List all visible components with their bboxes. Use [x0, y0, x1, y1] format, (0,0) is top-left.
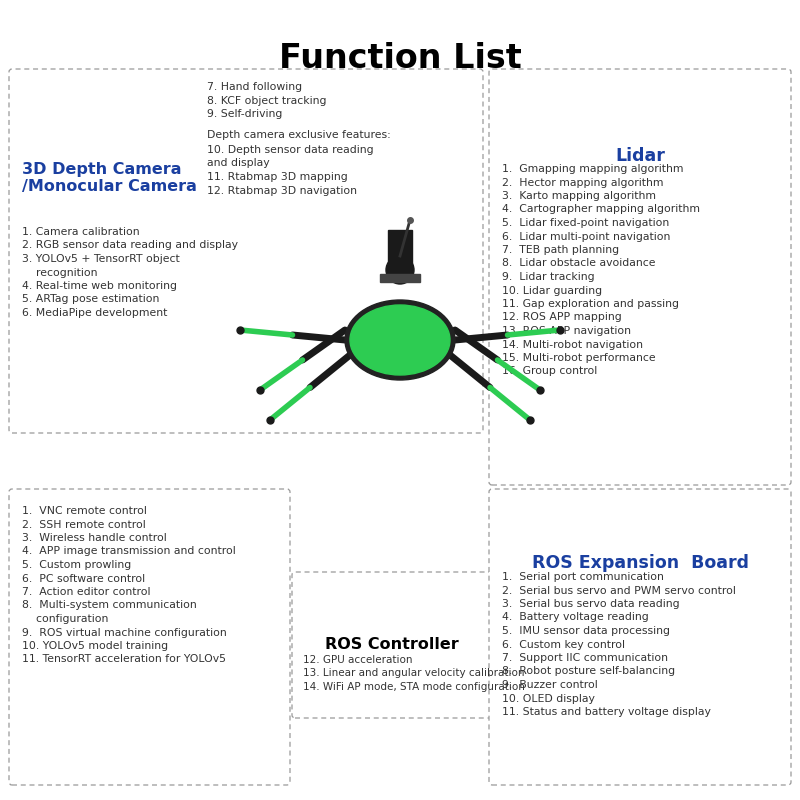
Text: configuration: configuration: [22, 614, 108, 624]
Text: 7. Hand following: 7. Hand following: [207, 82, 302, 92]
Text: 6.  Custom key control: 6. Custom key control: [502, 639, 625, 650]
Text: 4.  Battery voltage reading: 4. Battery voltage reading: [502, 613, 649, 622]
Text: 9.  ROS virtual machine configuration: 9. ROS virtual machine configuration: [22, 627, 226, 638]
Text: 7.  Action editor control: 7. Action editor control: [22, 587, 150, 597]
Text: 8. KCF object tracking: 8. KCF object tracking: [207, 95, 326, 106]
Bar: [388, 230, 412, 280]
Text: 9. Self-driving: 9. Self-driving: [207, 109, 282, 119]
FancyBboxPatch shape: [292, 572, 493, 718]
Text: 9.  Lidar tracking: 9. Lidar tracking: [502, 272, 594, 282]
Text: 5.  Lidar fixed-point navigation: 5. Lidar fixed-point navigation: [502, 218, 670, 228]
Text: 14. WiFi AP mode, STA mode configuration: 14. WiFi AP mode, STA mode configuration: [303, 682, 525, 692]
Text: 3. YOLOv5 + TensorRT object: 3. YOLOv5 + TensorRT object: [22, 254, 180, 264]
Text: 10. OLED display: 10. OLED display: [502, 694, 595, 703]
Text: 4.  APP image transmission and control: 4. APP image transmission and control: [22, 546, 236, 557]
FancyBboxPatch shape: [489, 69, 791, 485]
FancyBboxPatch shape: [9, 489, 290, 785]
Text: 14. Multi-robot navigation: 14. Multi-robot navigation: [502, 339, 643, 350]
Text: 12. ROS APP mapping: 12. ROS APP mapping: [502, 313, 622, 322]
Text: 5.  IMU sensor data processing: 5. IMU sensor data processing: [502, 626, 670, 636]
Text: 4. Real-time web monitoring: 4. Real-time web monitoring: [22, 281, 177, 291]
Text: 1. Camera calibration: 1. Camera calibration: [22, 227, 140, 237]
Bar: [160, 150, 640, 490]
Text: 12. GPU acceleration: 12. GPU acceleration: [303, 655, 413, 665]
Text: 11. TensorRT acceleration for YOLOv5: 11. TensorRT acceleration for YOLOv5: [22, 654, 226, 665]
Text: 13. Linear and angular velocity calibration: 13. Linear and angular velocity calibrat…: [303, 669, 525, 678]
Text: 5.  Custom prowling: 5. Custom prowling: [22, 560, 131, 570]
Text: 10. Depth sensor data reading: 10. Depth sensor data reading: [207, 145, 374, 155]
Text: 10. YOLOv5 model training: 10. YOLOv5 model training: [22, 641, 168, 651]
Text: Lidar: Lidar: [615, 147, 665, 165]
Text: and display: and display: [207, 158, 270, 169]
Text: 11. Gap exploration and passing: 11. Gap exploration and passing: [502, 299, 679, 309]
Text: 8.  Lidar obstacle avoidance: 8. Lidar obstacle avoidance: [502, 258, 655, 269]
Bar: [380, 274, 420, 282]
Text: 1.  Gmapping mapping algorithm: 1. Gmapping mapping algorithm: [502, 164, 683, 174]
Text: 4.  Cartographer mapping algorithm: 4. Cartographer mapping algorithm: [502, 205, 700, 214]
Text: 2. RGB sensor data reading and display: 2. RGB sensor data reading and display: [22, 241, 238, 250]
Text: 6.  Lidar multi-point navigation: 6. Lidar multi-point navigation: [502, 231, 670, 242]
Text: 2.  SSH remote control: 2. SSH remote control: [22, 519, 146, 530]
Text: 16. Group control: 16. Group control: [502, 366, 598, 377]
Text: 12. Rtabmap 3D navigation: 12. Rtabmap 3D navigation: [207, 186, 357, 195]
Circle shape: [386, 256, 414, 284]
Text: 11. Status and battery voltage display: 11. Status and battery voltage display: [502, 707, 711, 717]
Text: 5. ARTag pose estimation: 5. ARTag pose estimation: [22, 294, 159, 305]
Text: 3.  Serial bus servo data reading: 3. Serial bus servo data reading: [502, 599, 680, 609]
Text: 1.  VNC remote control: 1. VNC remote control: [22, 506, 147, 516]
Text: 3.  Wireless handle control: 3. Wireless handle control: [22, 533, 166, 543]
FancyBboxPatch shape: [489, 489, 791, 785]
Text: 3D Depth Camera
/Monocular Camera: 3D Depth Camera /Monocular Camera: [22, 162, 197, 194]
Text: 7.  TEB path planning: 7. TEB path planning: [502, 245, 619, 255]
Text: 1.  Serial port communication: 1. Serial port communication: [502, 572, 664, 582]
Text: 8.  Multi-system communication: 8. Multi-system communication: [22, 601, 197, 610]
Text: 2.  Hector mapping algorithm: 2. Hector mapping algorithm: [502, 178, 663, 187]
Text: ROS Expansion  Board: ROS Expansion Board: [531, 554, 749, 572]
Text: Depth camera exclusive features:: Depth camera exclusive features:: [207, 130, 390, 140]
Text: 13. ROS APP navigation: 13. ROS APP navigation: [502, 326, 631, 336]
FancyBboxPatch shape: [9, 69, 483, 433]
Ellipse shape: [345, 300, 455, 380]
Ellipse shape: [350, 305, 450, 375]
Text: 6.  PC software control: 6. PC software control: [22, 574, 145, 583]
Text: ROS Controller: ROS Controller: [325, 637, 459, 652]
Text: 6. MediaPipe development: 6. MediaPipe development: [22, 308, 167, 318]
Text: 9.  Buzzer control: 9. Buzzer control: [502, 680, 598, 690]
Text: 15. Multi-robot performance: 15. Multi-robot performance: [502, 353, 656, 363]
Text: Function List: Function List: [278, 42, 522, 75]
Text: 3.  Karto mapping algorithm: 3. Karto mapping algorithm: [502, 191, 656, 201]
Text: 2.  Serial bus servo and PWM servo control: 2. Serial bus servo and PWM servo contro…: [502, 586, 736, 595]
Text: 11. Rtabmap 3D mapping: 11. Rtabmap 3D mapping: [207, 172, 348, 182]
Text: recognition: recognition: [22, 267, 98, 278]
Text: 8.  Robot posture self-balancing: 8. Robot posture self-balancing: [502, 666, 675, 677]
Text: 10. Lidar guarding: 10. Lidar guarding: [502, 286, 602, 295]
Text: 7.  Support IIC communication: 7. Support IIC communication: [502, 653, 668, 663]
